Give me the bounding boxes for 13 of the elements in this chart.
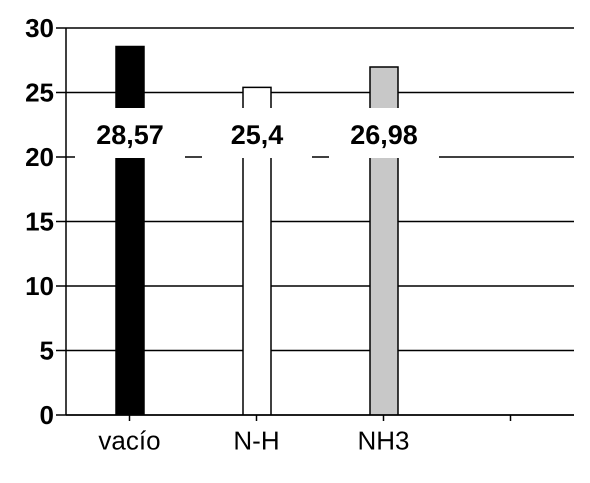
y-tick-label: 10 — [25, 271, 54, 302]
y-tick-label: 5 — [40, 336, 54, 366]
y-tick-label: 30 — [25, 13, 54, 44]
data-label: 26,98 — [350, 120, 418, 150]
data-label: 28,57 — [96, 120, 164, 150]
y-tick-label: 25 — [25, 78, 54, 108]
y-tick-label: 0 — [40, 400, 54, 430]
x-tick-label: N-H — [233, 425, 280, 456]
y-tick-label: 20 — [25, 142, 54, 172]
data-label: 25,4 — [230, 120, 284, 150]
x-tick-label: vacío — [98, 425, 161, 456]
y-tick-label: 15 — [25, 206, 54, 237]
x-tick-label: NH3 — [357, 425, 410, 456]
